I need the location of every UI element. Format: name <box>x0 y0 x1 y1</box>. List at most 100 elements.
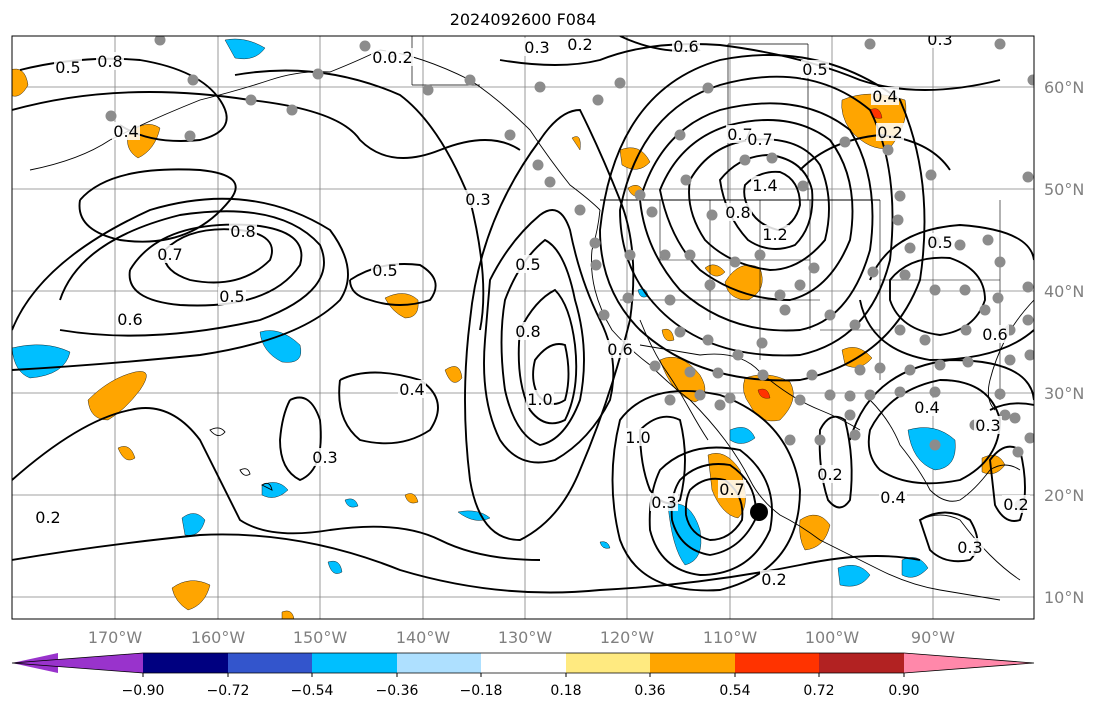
positive-patch <box>444 366 463 383</box>
longitude-label: 130°W <box>498 628 553 647</box>
contour-label: 0.8 <box>97 52 122 71</box>
contour-label: 0.5 <box>515 255 540 274</box>
negative-patch <box>599 541 611 549</box>
station-dot <box>574 204 586 216</box>
contour-label: 0.4 <box>872 87 897 106</box>
contour-line <box>12 91 521 159</box>
station-dot <box>867 266 879 278</box>
positive-patch <box>724 264 763 301</box>
contour-label-bg <box>672 37 700 55</box>
station-dot <box>844 390 856 402</box>
contour-line <box>483 209 615 464</box>
station-dot <box>849 319 861 331</box>
contour-line <box>719 154 814 250</box>
contour-label-bg <box>981 325 1009 343</box>
graticule <box>12 36 1034 619</box>
station-dot <box>684 249 696 261</box>
station-dot <box>712 367 724 379</box>
station-dot <box>806 369 818 381</box>
contour-label: 0.4 <box>113 122 138 141</box>
map-frame <box>11 35 1035 620</box>
contour-label: 0.6 <box>117 310 142 329</box>
negative-patch <box>224 38 266 60</box>
latitude-label: 30°N <box>1044 384 1084 403</box>
station-dot <box>1022 281 1034 293</box>
colorbar: −0.90 −0.72 −0.54 −0.36 −0.18 0.18 0.36 0.54 0.7… <box>11 652 1035 699</box>
station-dot <box>892 214 904 226</box>
negative-patch <box>261 482 289 498</box>
coastline-baja <box>639 319 709 441</box>
contour-line <box>78 168 237 243</box>
positive-patch <box>281 610 295 619</box>
station-dot <box>962 356 974 368</box>
station-dot <box>649 360 661 372</box>
station-dot <box>622 292 634 304</box>
station-dot <box>532 159 544 171</box>
contour-line <box>869 224 1034 281</box>
contour-label-bg <box>523 38 551 56</box>
storm-center-marker <box>750 503 768 521</box>
station-dot <box>544 176 556 188</box>
longitude-label: 140°W <box>396 628 451 647</box>
contour-label-bg <box>218 287 246 305</box>
station-dot <box>960 324 972 336</box>
contour-label-bg <box>526 390 554 408</box>
station-dot <box>794 279 806 291</box>
contour-label: 0.7 <box>747 130 772 149</box>
contour-label-bg <box>718 480 746 498</box>
station-dot <box>245 94 257 106</box>
station-dot <box>598 309 610 321</box>
contour-lines <box>12 36 1034 594</box>
station-dot <box>874 362 886 374</box>
station-dot <box>824 309 836 321</box>
contour-label-bg <box>876 123 904 141</box>
contour-label: 0.2 <box>567 35 592 54</box>
longitude-label: 110°W <box>703 628 758 647</box>
contour-line <box>234 69 485 331</box>
station-dot <box>680 174 692 186</box>
colorbar-segment <box>566 653 650 673</box>
station-dot <box>766 152 778 164</box>
contour-label: 1.0 <box>625 428 650 447</box>
colorbar-segment <box>819 653 904 673</box>
contour-label-bg <box>54 58 82 76</box>
station-dot <box>774 289 786 301</box>
station-dot <box>794 394 806 406</box>
contour-label: 0.3 <box>312 448 337 467</box>
longitude-label: 150°W <box>293 628 348 647</box>
contour-label-bg <box>871 87 899 105</box>
station-dot <box>954 239 966 251</box>
station-dot <box>702 334 714 346</box>
contour-label: 0.2 <box>877 123 902 142</box>
contour-label: 0.7 <box>157 245 182 264</box>
colorbar-segment <box>228 653 312 673</box>
station-dot <box>864 389 876 401</box>
colorbar-segment <box>143 653 228 673</box>
station-dot <box>694 389 706 401</box>
station-dot <box>894 324 906 336</box>
longitude-label: 90°W <box>911 628 955 647</box>
contour-label: 1.4 <box>752 176 777 195</box>
station-dot <box>864 38 876 50</box>
contour-label-bg <box>311 448 339 466</box>
station-dot <box>674 129 686 141</box>
contour-label: 0.2 <box>35 508 60 527</box>
contour-line <box>500 238 585 446</box>
station-dot <box>464 74 476 86</box>
station-dot <box>919 334 931 346</box>
contour-label-bg <box>974 416 1002 434</box>
contour-label: 0.3 <box>975 416 1000 435</box>
station-dot <box>674 326 686 338</box>
station-dot <box>702 82 714 94</box>
contour-label: 0.5 <box>55 58 80 77</box>
map-area: 0.5 0.8 0.6 0.4 0.7 0.8 0.5 0.6 0.5 0.4 0.3 0.2 0.2 0… <box>12 35 1034 619</box>
colorbar-segment <box>735 653 819 673</box>
contour-label-bg <box>761 225 789 243</box>
contour-label-bg <box>956 538 984 556</box>
contour-line <box>889 256 986 336</box>
contour-label-bg <box>816 465 844 483</box>
station-dot <box>634 189 646 201</box>
contour-labels: 0.5 0.8 0.6 0.4 0.7 0.8 0.5 0.6 0.5 0.4 0.3 0.2 0.2 0… <box>34 35 1030 589</box>
colorbar-segment <box>650 653 735 673</box>
station-dot <box>614 77 626 89</box>
